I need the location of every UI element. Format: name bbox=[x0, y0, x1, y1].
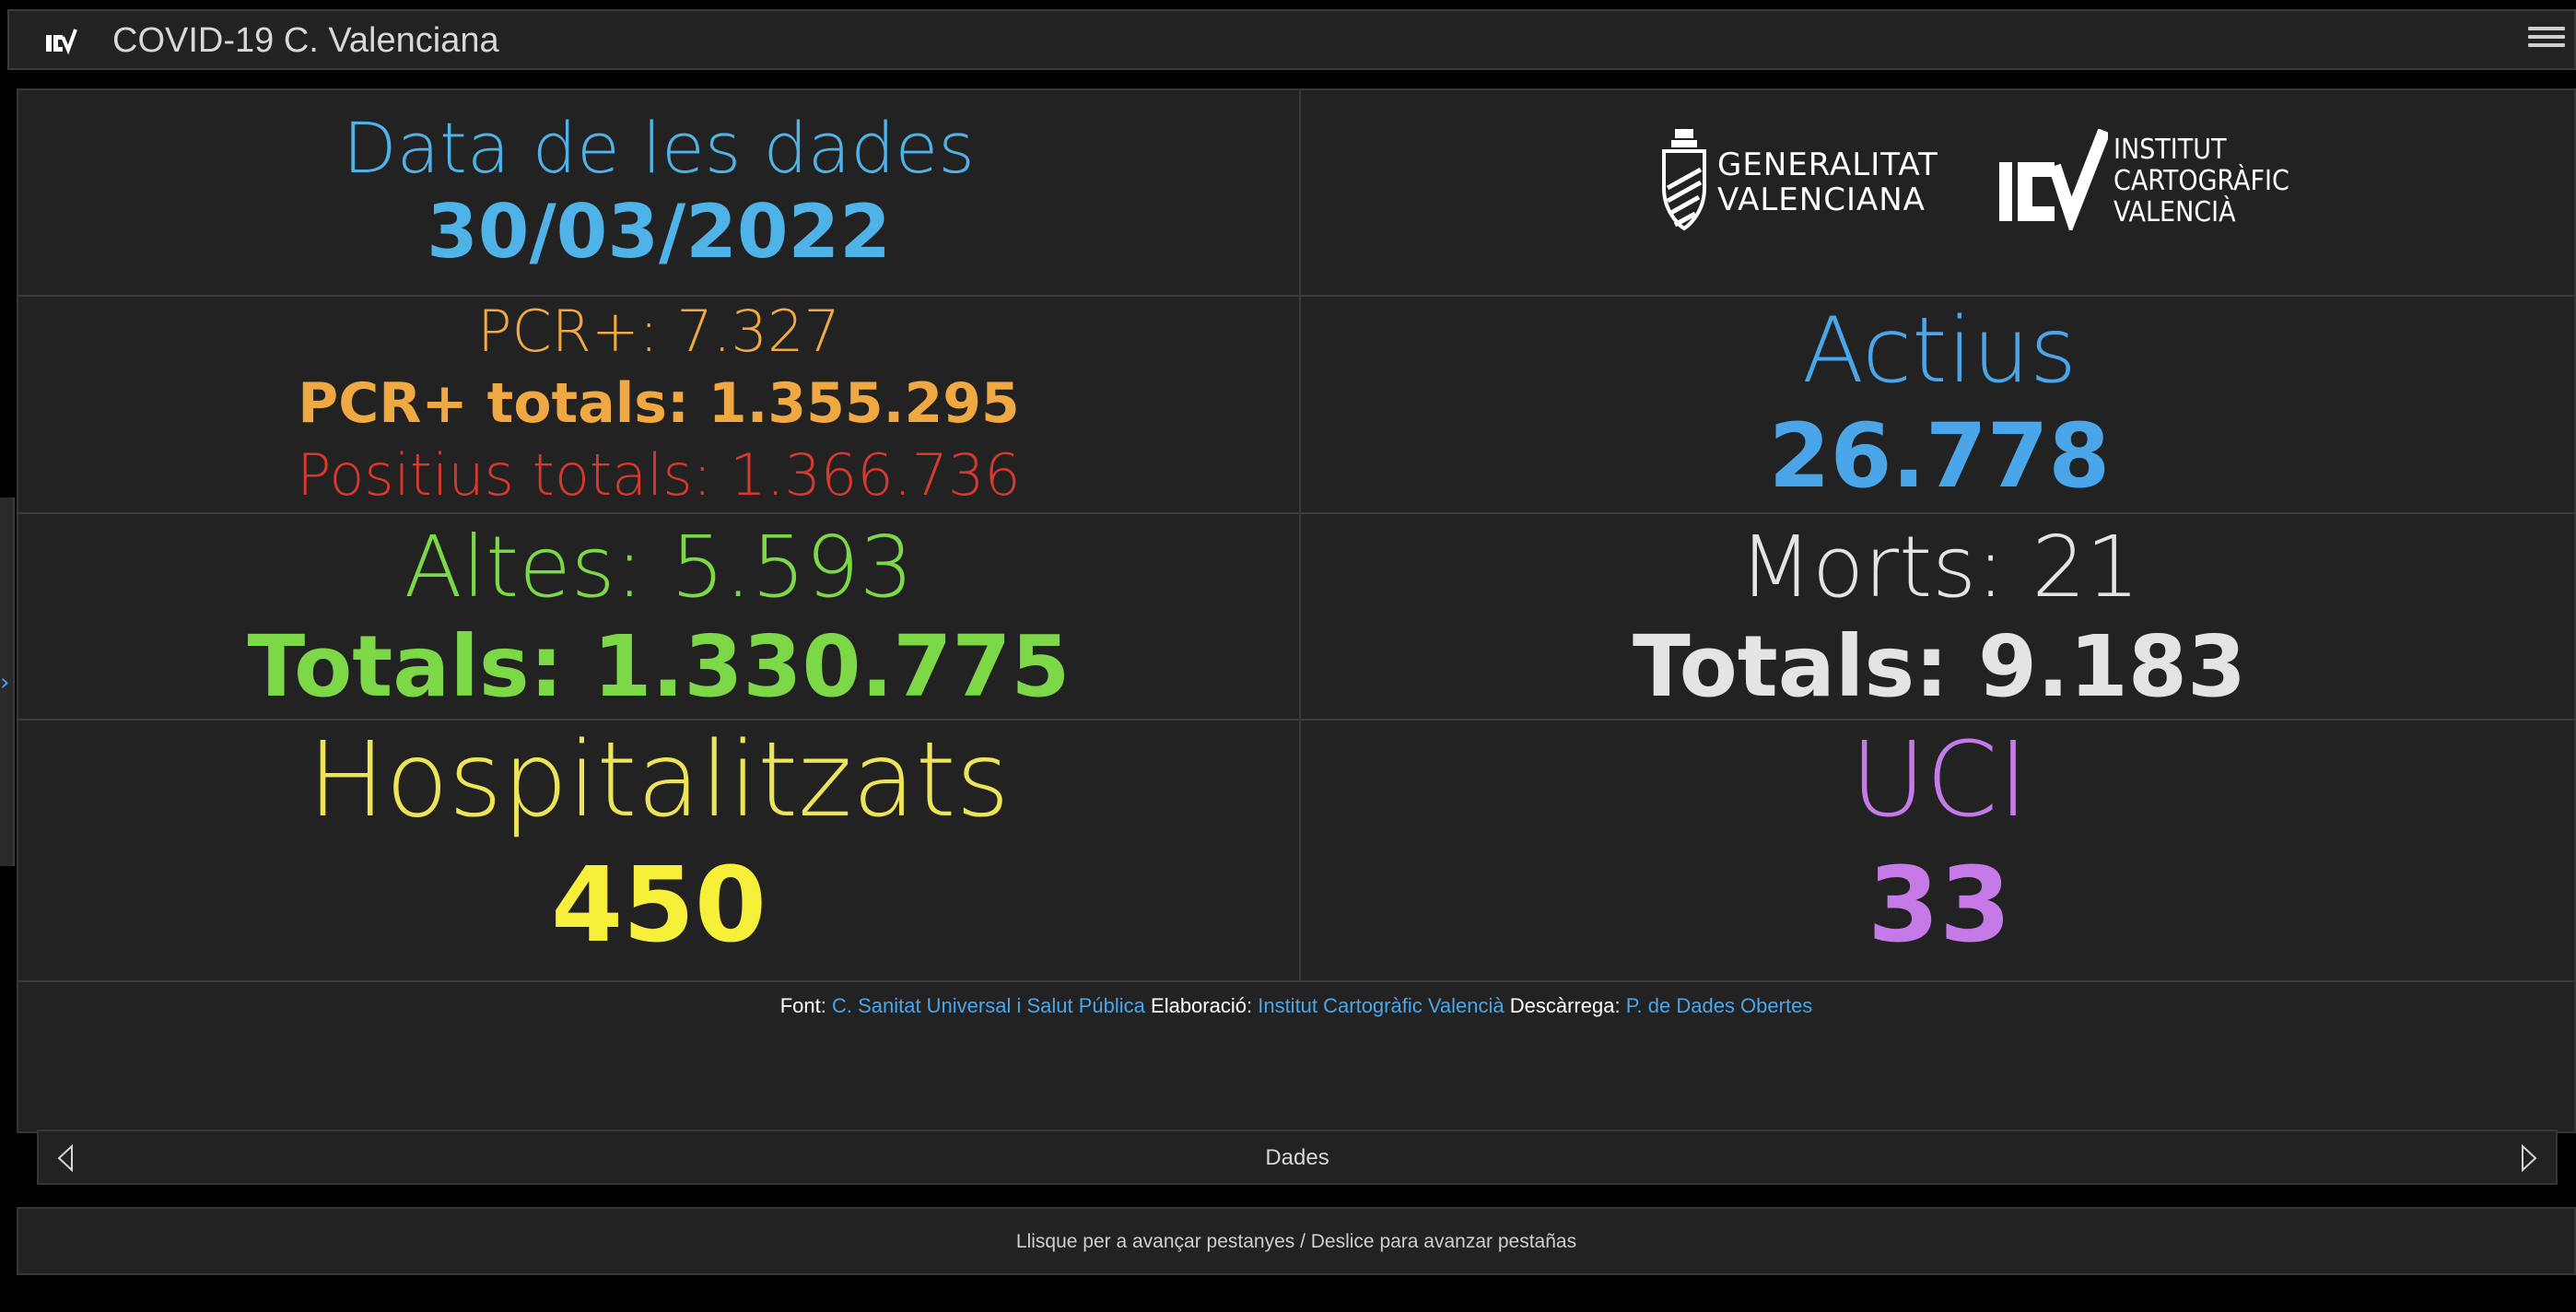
gva-logo-line1: GENERALITAT bbox=[1717, 146, 1938, 183]
source-link[interactable]: C. Sanitat Universal i Salut Pública bbox=[831, 994, 1145, 1017]
morts-total: Totals: 9.183 bbox=[1633, 617, 2246, 716]
grid-divider bbox=[18, 295, 2576, 297]
tab-navigator: Dades bbox=[37, 1130, 2558, 1185]
uci-value: 33 bbox=[1868, 846, 2011, 966]
grid-divider bbox=[18, 719, 2576, 720]
source-credits: Font: C. Sanitat Universal i Salut Públi… bbox=[18, 993, 2574, 1019]
indicators-grid: Data de les dades 30/03/2022 GENERALITAT… bbox=[18, 90, 2576, 982]
icv-logo-line1: INSTITUT bbox=[2113, 134, 2227, 166]
current-tab-label: Dades bbox=[1265, 1145, 1329, 1170]
side-panel-edge[interactable] bbox=[0, 498, 15, 866]
icv-logo-icon bbox=[1999, 129, 2108, 230]
positives-total: Positius totals: 1.366.736 bbox=[297, 441, 1021, 509]
gva-shield-icon bbox=[1662, 129, 1706, 231]
actius-label: Actius bbox=[1801, 299, 2078, 404]
hospitalitzats-cell: Hospitalitzats 450 bbox=[18, 720, 1299, 980]
gva-logo-line2: VALENCIANA bbox=[1717, 182, 1926, 218]
logos-cell: GENERALITAT VALENCIANA INSTITUT CARTOGRÀ… bbox=[1301, 90, 2576, 295]
date-label: Data de les dades bbox=[343, 107, 975, 189]
swipe-hint-bar: Llisque per a avançar pestanyes / Deslic… bbox=[17, 1207, 2576, 1275]
pcr-daily: PCR+: 7.327 bbox=[477, 298, 840, 365]
uci-cell: UCI 33 bbox=[1301, 720, 2576, 980]
expand-side-panel-icon[interactable]: › bbox=[0, 669, 10, 697]
pcr-total: PCR+ totals: 1.355.295 bbox=[298, 371, 1020, 436]
icv-logo-line2: CARTOGRÀFIC bbox=[2113, 165, 2289, 197]
icv-logo-line3: VALENCIÀ bbox=[2113, 196, 2236, 228]
altes-daily: Altes: 5.593 bbox=[404, 518, 914, 616]
download-label: Descàrrega: bbox=[1509, 994, 1621, 1017]
morts-cell: Morts: 21 Totals: 9.183 bbox=[1301, 514, 2576, 719]
date-cell: Data de les dades 30/03/2022 bbox=[18, 90, 1299, 295]
hospitalitzats-label: Hospitalitzats bbox=[308, 720, 1010, 840]
actius-value: 26.778 bbox=[1768, 404, 2111, 508]
icv-logo-icon bbox=[46, 29, 77, 55]
app-header: COVID-19 C. Valenciana bbox=[7, 9, 2576, 70]
morts-daily: Morts: 21 bbox=[1739, 518, 2140, 616]
logos: GENERALITAT VALENCIANA INSTITUT CARTOGRÀ… bbox=[1658, 123, 2289, 243]
app-title: COVID-19 C. Valenciana bbox=[112, 21, 499, 60]
grid-divider bbox=[1299, 90, 1301, 982]
grid-divider bbox=[18, 512, 2576, 514]
date-value: 30/03/2022 bbox=[427, 189, 891, 275]
previous-tab-icon[interactable] bbox=[55, 1144, 76, 1172]
hamburger-menu-icon[interactable] bbox=[2528, 22, 2565, 59]
uci-label: UCI bbox=[1850, 720, 2029, 840]
elaboration-link[interactable]: Institut Cartogràfic Valencià bbox=[1258, 994, 1505, 1017]
next-tab-icon[interactable] bbox=[2519, 1144, 2539, 1172]
swipe-hint: Llisque per a avançar pestanyes / Deslic… bbox=[1015, 1231, 1577, 1252]
dashboard-panel: Data de les dades 30/03/2022 GENERALITAT… bbox=[17, 88, 2576, 1133]
hospitalitzats-value: 450 bbox=[551, 846, 767, 966]
font-label: Font: bbox=[779, 994, 826, 1017]
actius-cell: Actius 26.778 bbox=[1301, 297, 2576, 512]
pcr-cell: PCR+: 7.327 PCR+ totals: 1.355.295 Posit… bbox=[18, 297, 1299, 512]
altes-cell: Altes: 5.593 Totals: 1.330.775 bbox=[18, 514, 1299, 719]
download-link[interactable]: P. de Dades Obertes bbox=[1625, 994, 1813, 1017]
altes-total: Totals: 1.330.775 bbox=[247, 617, 1071, 716]
grid-divider bbox=[18, 980, 2576, 982]
elaboration-label: Elaboració: bbox=[1151, 994, 1253, 1017]
